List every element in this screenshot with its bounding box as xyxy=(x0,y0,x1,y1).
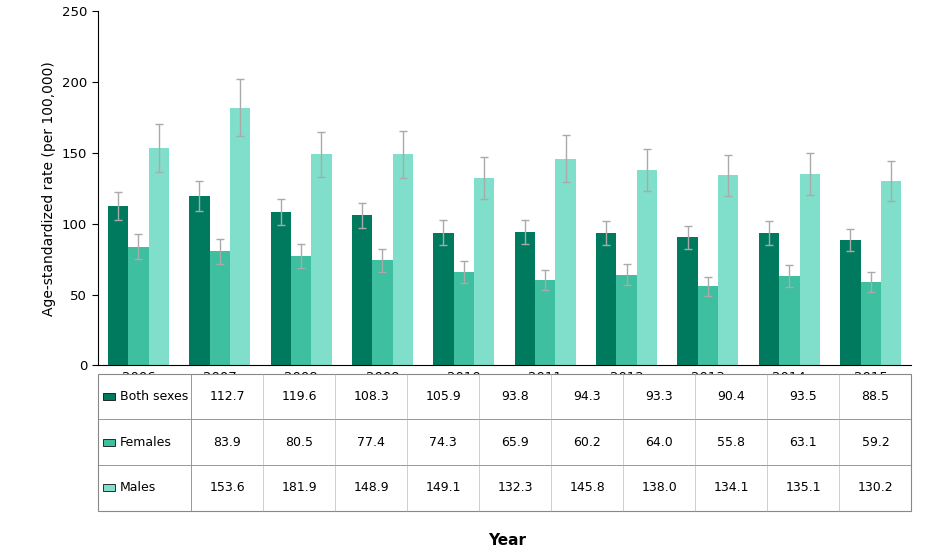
Text: 93.3: 93.3 xyxy=(645,390,673,403)
Bar xyxy=(677,237,698,365)
Bar xyxy=(291,256,312,365)
Bar xyxy=(596,233,617,365)
Text: 64.0: 64.0 xyxy=(645,436,673,449)
Bar xyxy=(149,148,169,365)
Y-axis label: Age-standardized rate (per 100,000): Age-standardized rate (per 100,000) xyxy=(42,61,57,316)
Bar xyxy=(637,170,658,365)
Text: 112.7: 112.7 xyxy=(209,390,245,403)
Bar xyxy=(555,159,576,365)
Bar xyxy=(230,108,250,365)
Text: 94.3: 94.3 xyxy=(574,390,601,403)
Text: Females: Females xyxy=(120,436,172,449)
Text: 130.2: 130.2 xyxy=(857,482,893,494)
Text: 77.4: 77.4 xyxy=(357,436,385,449)
Bar xyxy=(474,178,495,365)
Bar xyxy=(840,240,860,365)
Text: 181.9: 181.9 xyxy=(282,482,317,494)
Bar xyxy=(881,181,901,365)
Bar xyxy=(189,196,209,365)
Bar xyxy=(128,247,149,365)
Text: 83.9: 83.9 xyxy=(213,436,241,449)
Text: 90.4: 90.4 xyxy=(717,390,745,403)
Text: 65.9: 65.9 xyxy=(501,436,529,449)
Bar xyxy=(372,260,392,365)
Text: 88.5: 88.5 xyxy=(861,390,889,403)
Text: 148.9: 148.9 xyxy=(353,482,389,494)
Text: Males: Males xyxy=(120,482,156,494)
Text: 55.8: 55.8 xyxy=(717,436,745,449)
Bar xyxy=(209,252,230,365)
Text: 74.3: 74.3 xyxy=(430,436,458,449)
Bar xyxy=(352,215,372,365)
Bar xyxy=(535,280,555,365)
Bar xyxy=(617,275,637,365)
Text: 59.2: 59.2 xyxy=(861,436,889,449)
Text: 60.2: 60.2 xyxy=(574,436,601,449)
Text: 108.3: 108.3 xyxy=(353,390,389,403)
Text: 153.6: 153.6 xyxy=(209,482,245,494)
Text: 149.1: 149.1 xyxy=(426,482,461,494)
Text: 105.9: 105.9 xyxy=(425,390,461,403)
Bar xyxy=(108,206,128,365)
Bar xyxy=(392,154,413,365)
Text: 80.5: 80.5 xyxy=(286,436,313,449)
Bar xyxy=(698,286,718,365)
Bar xyxy=(514,232,535,365)
Text: 93.5: 93.5 xyxy=(790,390,817,403)
Text: 135.1: 135.1 xyxy=(786,482,821,494)
Bar xyxy=(800,174,820,365)
Bar xyxy=(779,276,800,365)
Text: 134.1: 134.1 xyxy=(713,482,749,494)
Bar xyxy=(860,282,881,365)
Bar xyxy=(433,233,454,365)
Text: Both sexes: Both sexes xyxy=(120,390,188,403)
Text: 63.1: 63.1 xyxy=(790,436,817,449)
Bar xyxy=(454,272,474,365)
Bar xyxy=(759,233,779,365)
Bar xyxy=(271,212,291,365)
Text: 138.0: 138.0 xyxy=(642,482,677,494)
Text: Year: Year xyxy=(488,533,525,548)
Bar xyxy=(312,155,332,365)
Text: 132.3: 132.3 xyxy=(498,482,533,494)
Bar xyxy=(718,175,738,365)
Text: 119.6: 119.6 xyxy=(282,390,317,403)
Text: 93.8: 93.8 xyxy=(501,390,529,403)
Text: 145.8: 145.8 xyxy=(569,482,605,494)
